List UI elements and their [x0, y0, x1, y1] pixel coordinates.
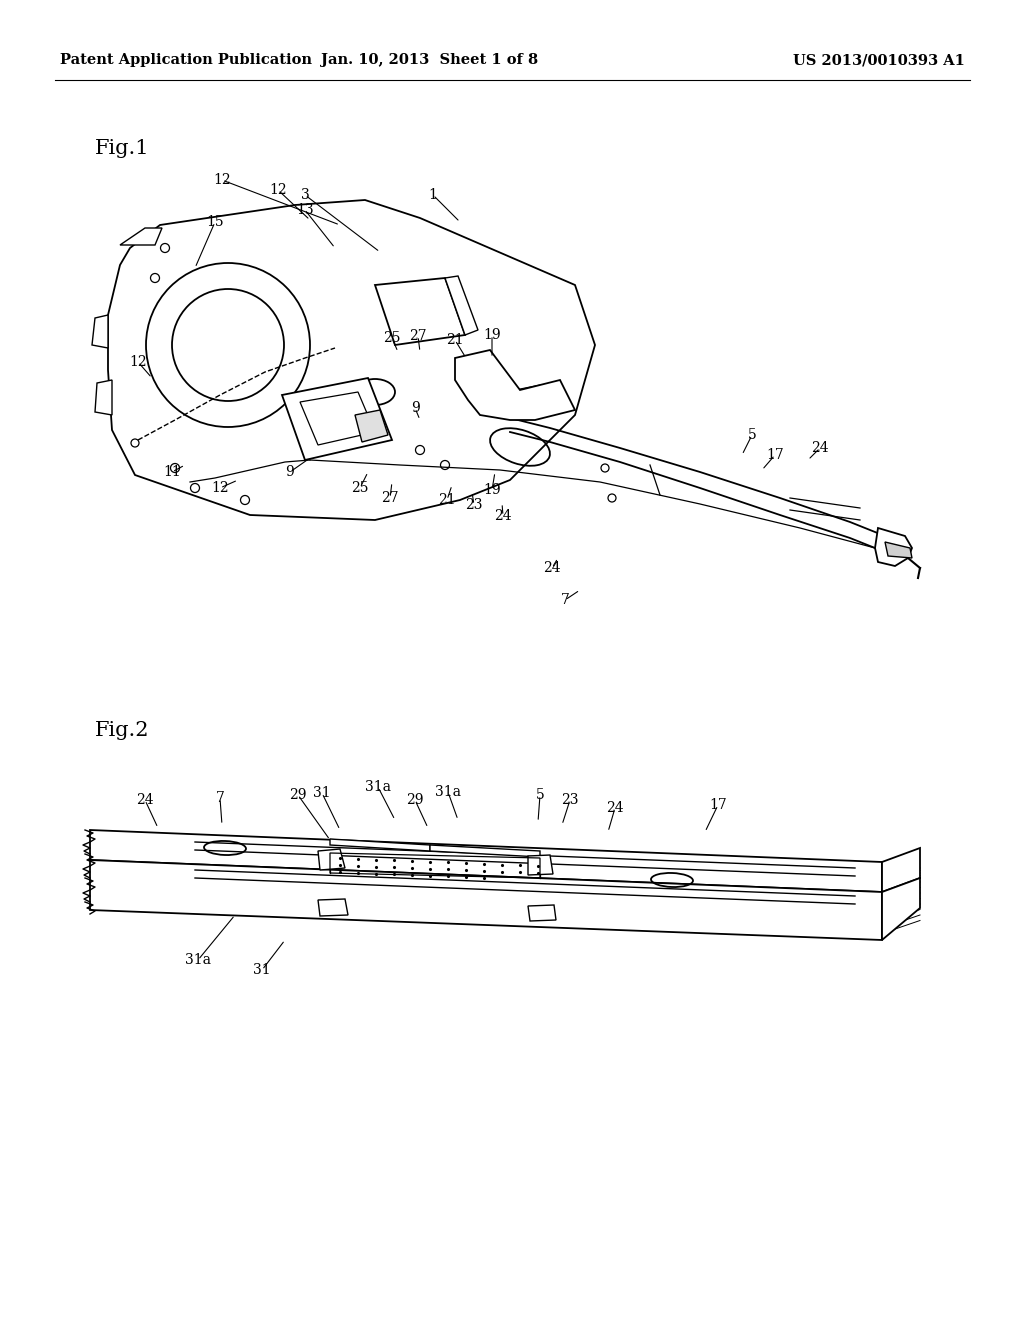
Text: Patent Application Publication: Patent Application Publication — [60, 53, 312, 67]
Text: 21: 21 — [446, 333, 464, 347]
Text: 27: 27 — [410, 329, 427, 343]
Text: 31: 31 — [253, 964, 270, 977]
Polygon shape — [90, 830, 882, 892]
Text: 24: 24 — [811, 441, 828, 455]
Polygon shape — [528, 855, 553, 875]
Polygon shape — [95, 380, 112, 414]
Polygon shape — [445, 276, 478, 335]
Text: 24: 24 — [543, 561, 561, 576]
Text: Fig.1: Fig.1 — [95, 139, 150, 157]
Text: 12: 12 — [129, 355, 146, 370]
Text: 17: 17 — [766, 447, 784, 462]
Text: 23: 23 — [465, 498, 482, 512]
Text: 31: 31 — [313, 785, 331, 800]
Polygon shape — [330, 840, 430, 851]
Polygon shape — [92, 315, 108, 348]
Text: 9: 9 — [411, 401, 420, 414]
Polygon shape — [90, 861, 882, 940]
Text: 7: 7 — [216, 791, 224, 805]
Text: 29: 29 — [407, 793, 424, 807]
Polygon shape — [882, 847, 920, 892]
Text: 24: 24 — [136, 793, 154, 807]
Text: 19: 19 — [483, 483, 501, 498]
Text: 31a: 31a — [365, 780, 391, 795]
Polygon shape — [874, 528, 912, 566]
Text: 9: 9 — [286, 465, 294, 479]
Text: 5: 5 — [748, 428, 757, 442]
Text: 31a: 31a — [435, 785, 461, 799]
Text: 7: 7 — [560, 593, 569, 607]
Text: 25: 25 — [383, 331, 400, 345]
Text: 1: 1 — [429, 187, 437, 202]
Text: 24: 24 — [606, 801, 624, 814]
Polygon shape — [375, 279, 465, 345]
Polygon shape — [455, 350, 575, 420]
Text: Jan. 10, 2013  Sheet 1 of 8: Jan. 10, 2013 Sheet 1 of 8 — [322, 53, 539, 67]
Text: 12: 12 — [211, 480, 228, 495]
Polygon shape — [282, 378, 392, 459]
Circle shape — [146, 263, 310, 426]
Text: Fig.2: Fig.2 — [95, 721, 150, 739]
Text: 5: 5 — [536, 788, 545, 803]
Text: 31a: 31a — [185, 953, 211, 968]
Text: 13: 13 — [296, 203, 313, 216]
Polygon shape — [120, 228, 162, 246]
Polygon shape — [355, 411, 388, 442]
Text: 25: 25 — [351, 480, 369, 495]
Text: 19: 19 — [483, 327, 501, 342]
Polygon shape — [108, 201, 595, 520]
Text: 24: 24 — [495, 510, 512, 523]
Polygon shape — [882, 878, 920, 940]
Polygon shape — [528, 906, 556, 921]
Text: 11: 11 — [163, 465, 181, 479]
Text: 27: 27 — [381, 491, 398, 506]
Polygon shape — [885, 543, 912, 558]
Text: 17: 17 — [710, 799, 727, 812]
Text: 12: 12 — [269, 183, 287, 197]
Text: 23: 23 — [561, 793, 579, 807]
Polygon shape — [318, 899, 348, 916]
Text: 15: 15 — [206, 215, 224, 228]
Text: 21: 21 — [438, 492, 456, 507]
Text: 3: 3 — [301, 187, 309, 202]
Text: 12: 12 — [213, 173, 230, 187]
Polygon shape — [318, 849, 345, 870]
Polygon shape — [430, 845, 540, 857]
Text: US 2013/0010393 A1: US 2013/0010393 A1 — [794, 53, 965, 67]
Text: 29: 29 — [289, 788, 307, 803]
